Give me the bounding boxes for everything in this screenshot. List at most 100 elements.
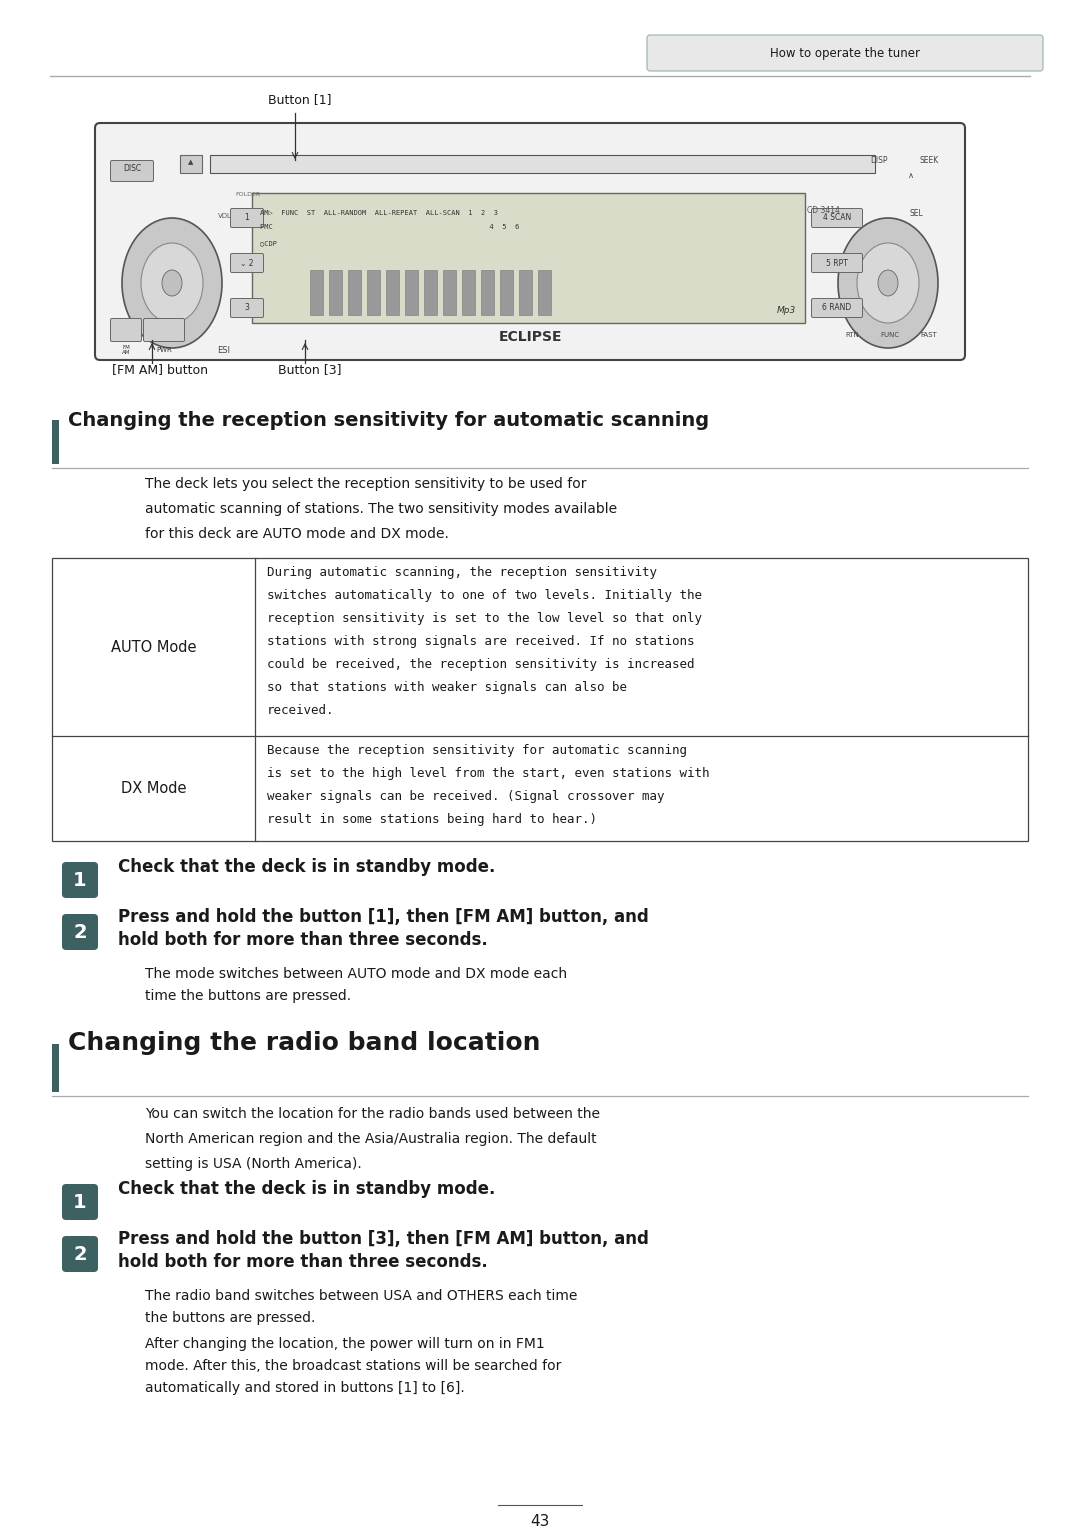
- Text: ∧: ∧: [908, 172, 914, 179]
- Text: FM
AM: FM AM: [122, 345, 131, 356]
- Text: mode. After this, the broadcast stations will be searched for: mode. After this, the broadcast stations…: [145, 1358, 562, 1374]
- Ellipse shape: [141, 244, 203, 323]
- Text: 4 SCAN: 4 SCAN: [823, 213, 851, 222]
- Bar: [424, 270, 437, 314]
- Text: DISC: DISC: [123, 164, 141, 173]
- FancyBboxPatch shape: [230, 253, 264, 273]
- Text: switches automatically to one of two levels. Initially the: switches automatically to one of two lev…: [267, 589, 702, 602]
- Bar: [481, 270, 494, 314]
- Bar: [519, 270, 532, 314]
- Bar: [329, 270, 342, 314]
- Text: During automatic scanning, the reception sensitivity: During automatic scanning, the reception…: [267, 566, 657, 579]
- Text: DX Mode: DX Mode: [121, 780, 186, 796]
- Bar: [462, 270, 475, 314]
- Text: time the buttons are pressed.: time the buttons are pressed.: [145, 989, 351, 1003]
- Text: ⌄ 2: ⌄ 2: [240, 259, 254, 267]
- Text: RTN: RTN: [845, 333, 859, 337]
- Text: weaker signals can be received. (Signal crossover may: weaker signals can be received. (Signal …: [267, 789, 664, 803]
- Text: FUNC: FUNC: [880, 333, 900, 337]
- Ellipse shape: [878, 270, 897, 296]
- Text: the buttons are pressed.: the buttons are pressed.: [145, 1311, 315, 1325]
- Text: automatic scanning of stations. The two sensitivity modes available: automatic scanning of stations. The two …: [145, 501, 617, 517]
- Bar: [210, 155, 875, 173]
- FancyBboxPatch shape: [110, 319, 141, 342]
- Text: 43: 43: [530, 1515, 550, 1530]
- Text: ○CDP: ○CDP: [260, 241, 276, 245]
- Text: received.: received.: [267, 704, 335, 717]
- Text: SEEK: SEEK: [920, 156, 940, 166]
- Text: reception sensitivity is set to the low level so that only: reception sensitivity is set to the low …: [267, 612, 702, 625]
- Bar: [52, 420, 59, 464]
- Text: 5 RPT: 5 RPT: [826, 259, 848, 267]
- Bar: [367, 270, 380, 314]
- Bar: [386, 270, 399, 314]
- Text: 6 RAND: 6 RAND: [822, 304, 852, 313]
- Text: DISP: DISP: [870, 156, 888, 166]
- Text: The deck lets you select the reception sensitivity to be used for: The deck lets you select the reception s…: [145, 477, 586, 491]
- Text: stations with strong signals are received. If no stations: stations with strong signals are receive…: [267, 635, 694, 648]
- Text: How to operate the tuner: How to operate the tuner: [770, 46, 920, 60]
- Bar: [405, 270, 418, 314]
- Text: VDL: VDL: [218, 213, 232, 219]
- Text: hold both for more than three seconds.: hold both for more than three seconds.: [118, 931, 488, 949]
- Text: Mp3: Mp3: [777, 307, 796, 314]
- Bar: [52, 1044, 59, 1091]
- Text: You can switch the location for the radio bands used between the: You can switch the location for the radi…: [145, 1107, 600, 1121]
- Text: [FM AM] button: [FM AM] button: [112, 363, 208, 376]
- Text: setting is USA (North America).: setting is USA (North America).: [145, 1157, 362, 1171]
- Ellipse shape: [122, 218, 222, 348]
- FancyBboxPatch shape: [62, 1183, 98, 1220]
- Text: Because the reception sensitivity for automatic scanning: Because the reception sensitivity for au…: [267, 744, 687, 757]
- FancyBboxPatch shape: [230, 208, 264, 227]
- Text: Press and hold the button [3], then [FM AM] button, and: Press and hold the button [3], then [FM …: [118, 1229, 649, 1248]
- Text: 3: 3: [244, 304, 249, 313]
- Bar: [310, 270, 323, 314]
- Ellipse shape: [838, 218, 939, 348]
- Text: SEL: SEL: [910, 208, 923, 218]
- Text: is set to the high level from the start, even stations with: is set to the high level from the start,…: [267, 766, 710, 780]
- Text: ESI: ESI: [217, 346, 230, 356]
- Text: PWR: PWR: [157, 346, 172, 353]
- Text: Button [1]: Button [1]: [268, 94, 332, 106]
- Text: ECLIPSE: ECLIPSE: [498, 330, 562, 343]
- Text: FAST: FAST: [920, 333, 936, 337]
- Text: result in some stations being hard to hear.): result in some stations being hard to he…: [267, 812, 597, 826]
- Bar: [538, 270, 551, 314]
- Text: so that stations with weaker signals can also be: so that stations with weaker signals can…: [267, 681, 627, 694]
- Text: The radio band switches between USA and OTHERS each time: The radio band switches between USA and …: [145, 1289, 578, 1303]
- Bar: [348, 270, 361, 314]
- Ellipse shape: [858, 244, 919, 323]
- Text: 1: 1: [245, 213, 249, 222]
- Text: The mode switches between AUTO mode and DX mode each: The mode switches between AUTO mode and …: [145, 967, 567, 981]
- Text: Check that the deck is in standby mode.: Check that the deck is in standby mode.: [118, 1180, 496, 1197]
- Text: AUTO Mode: AUTO Mode: [111, 639, 197, 655]
- Text: AM▷  FUNC  ST  ALL-RANDOM  ALL-REPEAT  ALL-SCAN  1  2  3: AM▷ FUNC ST ALL-RANDOM ALL-REPEAT ALL-SC…: [260, 210, 498, 216]
- FancyBboxPatch shape: [95, 123, 966, 360]
- Text: FOLDER: FOLDER: [235, 192, 260, 198]
- FancyBboxPatch shape: [811, 253, 863, 273]
- Text: Changing the radio band location: Changing the radio band location: [68, 1032, 540, 1055]
- Text: North American region and the Asia/Australia region. The default: North American region and the Asia/Austr…: [145, 1131, 596, 1147]
- Bar: [52, 558, 1028, 842]
- FancyBboxPatch shape: [144, 319, 185, 342]
- Text: 1: 1: [73, 1193, 86, 1211]
- FancyBboxPatch shape: [230, 299, 264, 317]
- Ellipse shape: [162, 270, 183, 296]
- FancyBboxPatch shape: [811, 299, 863, 317]
- Text: ▲: ▲: [188, 159, 193, 166]
- Text: could be received, the reception sensitivity is increased: could be received, the reception sensiti…: [267, 658, 694, 671]
- Text: automatically and stored in buttons [1] to [6].: automatically and stored in buttons [1] …: [145, 1381, 464, 1395]
- FancyBboxPatch shape: [110, 161, 153, 181]
- Bar: [500, 270, 513, 314]
- Text: CD 3414: CD 3414: [807, 205, 840, 215]
- Text: Button [3]: Button [3]: [278, 363, 341, 376]
- FancyBboxPatch shape: [811, 208, 863, 227]
- Bar: [443, 270, 456, 314]
- Text: 2: 2: [73, 923, 86, 941]
- Bar: [180, 155, 202, 173]
- Bar: [252, 193, 805, 323]
- Text: FMC                                                   4  5  6: FMC 4 5 6: [260, 224, 519, 230]
- Text: 2: 2: [73, 1245, 86, 1263]
- Text: After changing the location, the power will turn on in FM1: After changing the location, the power w…: [145, 1337, 544, 1351]
- FancyBboxPatch shape: [62, 1236, 98, 1272]
